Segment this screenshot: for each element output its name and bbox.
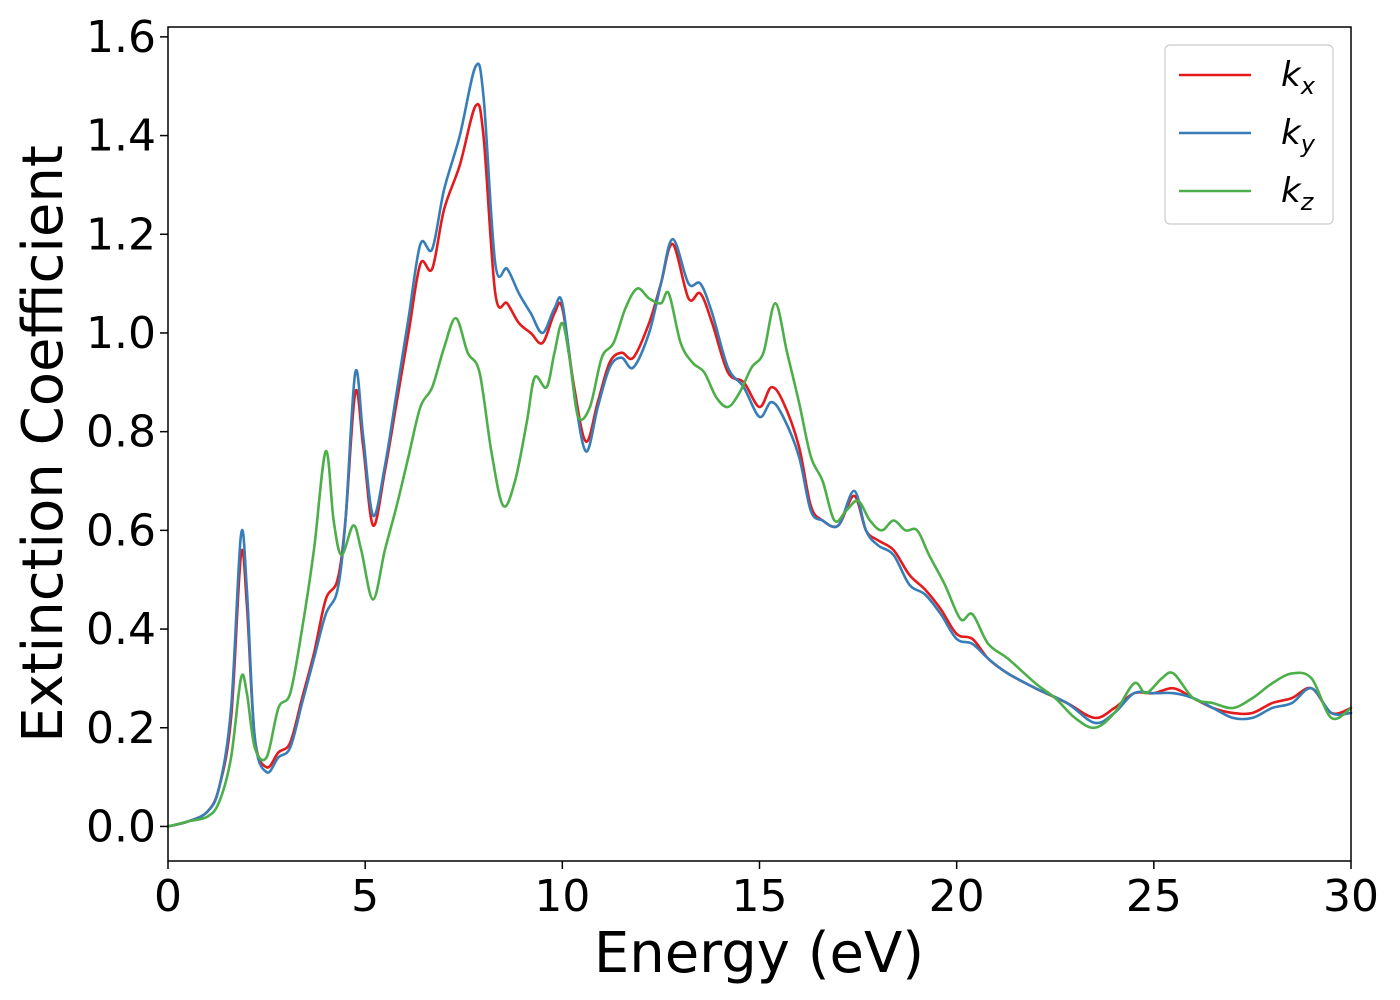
x-tick-label: 15 <box>732 871 788 922</box>
legend-label-k-y: ky <box>1281 113 1316 158</box>
legend-label-k-z: kz <box>1281 171 1315 216</box>
x-tick-label: 20 <box>929 871 985 922</box>
y-tick-label: 0.2 <box>86 703 156 754</box>
y-axis-ticks: 0.0 0.2 0.4 0.6 0.8 1.0 1.2 1.4 1.6 <box>86 12 168 852</box>
y-tick-label: 1.0 <box>86 308 156 359</box>
y-tick-label: 0.6 <box>86 505 156 556</box>
y-axis-label: Extinction Coefficient <box>11 145 76 743</box>
x-axis-ticks: 0 5 10 15 20 25 30 <box>154 861 1379 922</box>
series-line-k-z <box>166 287 1353 828</box>
legend-label-k-x: kx <box>1281 55 1316 100</box>
y-tick-label: 0.0 <box>86 801 156 852</box>
x-axis-label: Energy (eV) <box>594 921 924 986</box>
x-tick-label: 10 <box>534 871 590 922</box>
y-tick-label: 0.8 <box>86 407 156 458</box>
x-tick-label: 5 <box>351 871 379 922</box>
series-line-k-y <box>166 62 1353 828</box>
x-tick-label: 25 <box>1126 871 1182 922</box>
x-tick-label: 0 <box>154 871 182 922</box>
y-tick-label: 1.2 <box>86 209 156 260</box>
y-tick-label: 0.4 <box>86 604 156 655</box>
y-tick-label: 1.4 <box>86 111 156 162</box>
legend: kx ky kz <box>1164 44 1334 225</box>
y-tick-label: 1.6 <box>86 12 156 63</box>
legend-box <box>1164 44 1334 225</box>
x-tick-label: 30 <box>1323 871 1379 922</box>
series-layer <box>166 62 1353 828</box>
